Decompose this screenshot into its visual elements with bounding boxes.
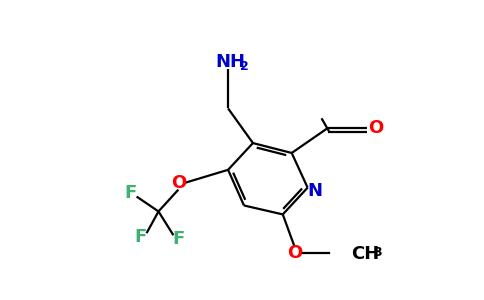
Text: O: O: [369, 119, 384, 137]
Text: 2: 2: [240, 60, 248, 73]
Text: O: O: [171, 174, 186, 192]
Text: F: F: [172, 230, 184, 248]
Text: CH: CH: [351, 245, 379, 263]
Text: NH: NH: [215, 53, 245, 71]
Text: F: F: [135, 228, 147, 246]
Text: N: N: [307, 182, 322, 200]
Text: F: F: [124, 184, 137, 202]
Text: 3: 3: [373, 246, 382, 259]
Text: O: O: [287, 244, 302, 262]
